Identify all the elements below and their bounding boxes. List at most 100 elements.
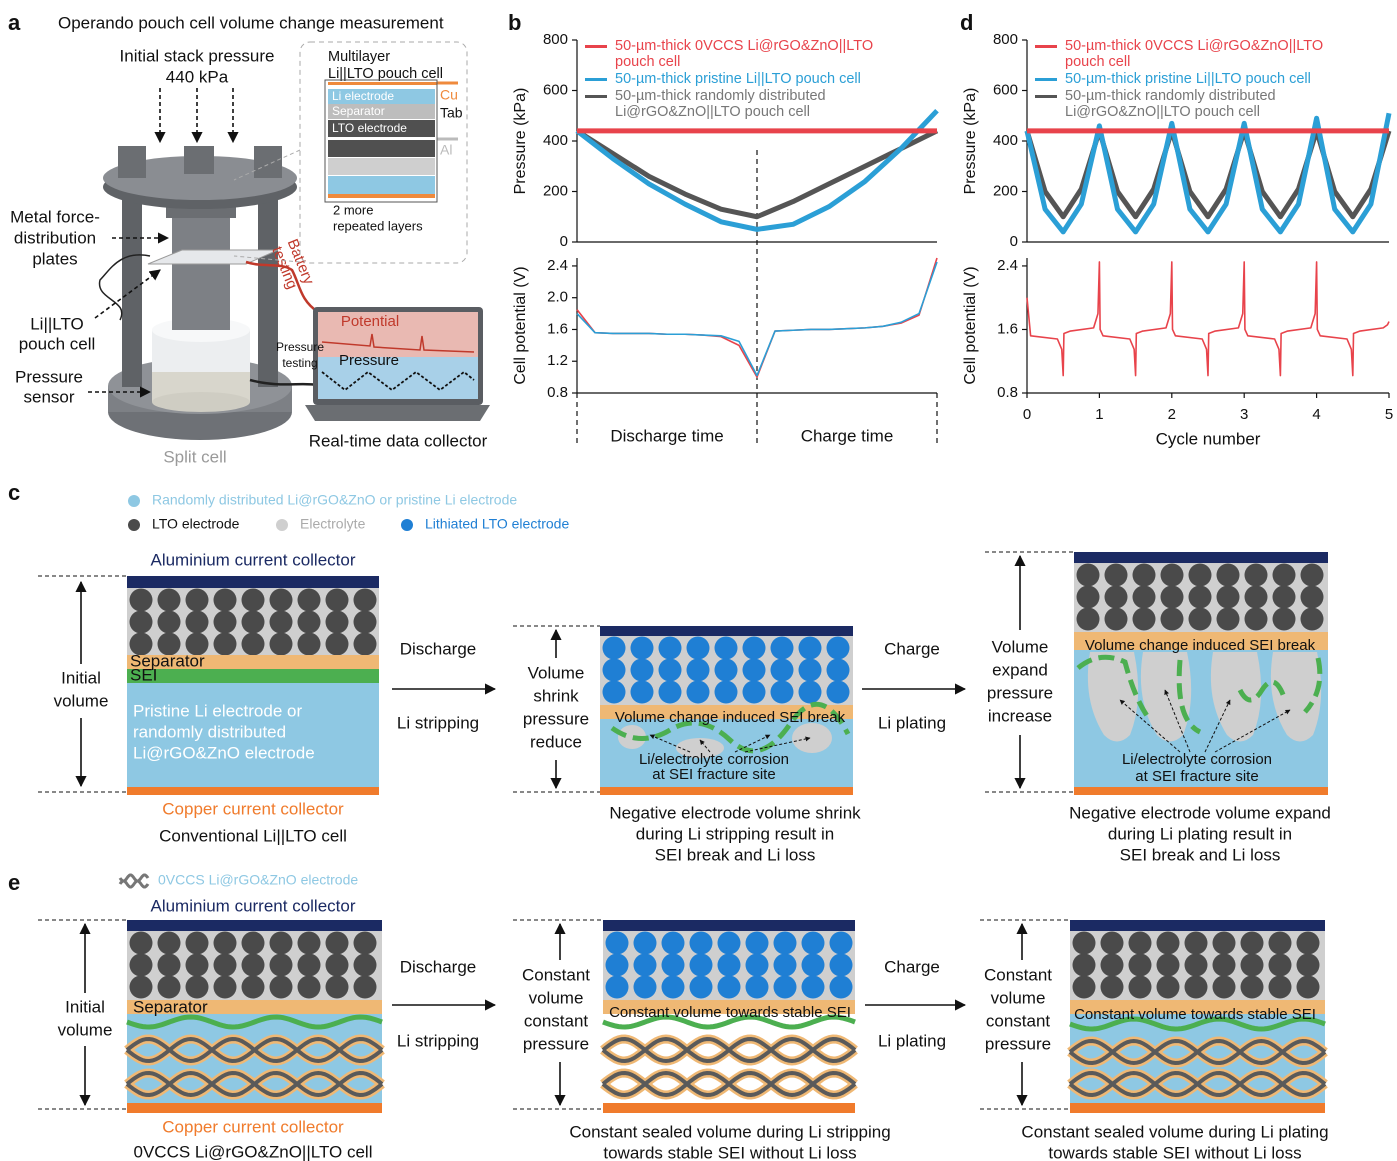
y-tick-label: 400 [543, 132, 568, 149]
particle [1072, 975, 1096, 999]
legend-icon [118, 879, 150, 889]
y-tick-label: 1.6 [997, 320, 1018, 337]
particle [297, 975, 321, 999]
particle [745, 931, 769, 955]
x-region-label: Charge time [801, 426, 894, 445]
knob [184, 146, 214, 174]
legend-box: 50-µm-thick 0VCCS Li@rGO&ZnO||LTO pouch … [585, 38, 925, 120]
particle [602, 680, 626, 704]
label: Multilayer [328, 49, 390, 65]
label: Real-time data collector [309, 431, 488, 450]
particle [297, 610, 321, 634]
host-strand [1068, 1038, 1327, 1066]
particle [1100, 931, 1124, 955]
particle [826, 636, 850, 660]
label: Li plating [878, 1031, 946, 1050]
legend-label: 50-µm-thick 0VCCS Li@rGO&ZnO||LTO pouch … [615, 38, 874, 70]
y-tick-label: 2.4 [547, 257, 568, 274]
label: Pristine Li electrode or [133, 701, 302, 720]
x-tick-label: 5 [1385, 406, 1393, 423]
legend-label: Randomly distributed Li@rGO&ZnO or prist… [152, 492, 517, 508]
particle [773, 931, 797, 955]
corrosion-arrow [1214, 709, 1291, 753]
particle [1132, 607, 1156, 631]
y-tick-label: 600 [993, 81, 1018, 98]
stable-sei [126, 1014, 383, 1030]
particle [826, 658, 850, 682]
layer [328, 120, 435, 137]
series-line [576, 261, 938, 377]
label: SEI break and Li loss [655, 845, 816, 864]
particle [829, 975, 853, 999]
particle [269, 975, 293, 999]
label: Discharge [400, 639, 477, 658]
knob [254, 146, 282, 178]
legend-swatch [1035, 78, 1057, 81]
particle [773, 975, 797, 999]
particle [1184, 931, 1208, 955]
legend-swatch [585, 95, 607, 98]
legend-swatch [585, 78, 607, 81]
label: Li stripping [397, 713, 479, 732]
corrosion-arrow [649, 734, 691, 753]
particle [630, 636, 654, 660]
particle [1268, 975, 1292, 999]
y-tick-label: 0 [1010, 233, 1018, 250]
particle [1160, 607, 1184, 631]
particle [689, 953, 713, 977]
particle [1100, 953, 1124, 977]
label: pressure [987, 683, 1053, 702]
legend-label: LTO electrode [152, 516, 240, 532]
y-tick-label: 600 [543, 81, 568, 98]
broken-sei [1176, 659, 1202, 735]
host-strand [601, 1070, 857, 1098]
legend-entry: 50-µm-thick pristine Li||LTO pouch cell [585, 71, 925, 87]
label: Initial [65, 997, 105, 1016]
label: constant [986, 1011, 1051, 1030]
label: towards stable SEI without Li loss [603, 1143, 856, 1161]
particle [773, 953, 797, 977]
label: Li stripping [397, 1031, 479, 1050]
panel-letter: b [508, 10, 521, 35]
x-region-label: Discharge time [610, 426, 723, 445]
al-collector [127, 576, 379, 588]
corrosion-arrow [1164, 689, 1191, 753]
label: Volume change induced SEI break [1085, 637, 1316, 654]
separator [600, 705, 853, 719]
y-axis-label: Cell potential (V) [962, 266, 979, 384]
legend-entry: 50-µm-thick randomly distributed Li@rGO&… [585, 88, 925, 120]
label: LTO electrode [332, 121, 407, 135]
corrosion-arrow [699, 739, 711, 753]
particle [213, 975, 237, 999]
particle [801, 975, 825, 999]
particle [297, 632, 321, 656]
label: Li electrode [332, 89, 394, 103]
label: Li@rGO&ZnO electrode [133, 743, 315, 762]
x-tick-label: 0 [1023, 406, 1031, 423]
particle [1188, 607, 1212, 631]
particle [185, 610, 209, 634]
al-collector [127, 920, 382, 931]
label: Copper current collector [162, 799, 344, 818]
particle [241, 610, 265, 634]
particle [1240, 931, 1264, 955]
label: repeated layers [333, 218, 423, 233]
particle [1072, 931, 1096, 955]
y-tick-label: 200 [543, 182, 568, 199]
particle [658, 658, 682, 682]
label: randomly distributed [133, 722, 286, 741]
label: Tab [440, 105, 463, 121]
legend-box: 50-µm-thick 0VCCS Li@rGO&ZnO||LTO pouch … [1035, 38, 1375, 120]
wire [245, 260, 319, 314]
label: increase [988, 706, 1052, 725]
label: pressure [985, 1034, 1051, 1053]
label: during Li plating result in [1108, 824, 1292, 843]
particle [269, 931, 293, 955]
particle [1100, 975, 1124, 999]
particle [829, 953, 853, 977]
particle [689, 931, 713, 955]
panel-letter: c [8, 480, 20, 505]
legend-label: Electrolyte [300, 516, 366, 532]
label: Li plating [878, 713, 946, 732]
